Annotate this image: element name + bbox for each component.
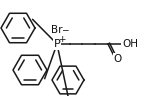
Text: P: P <box>54 39 60 49</box>
Text: Br: Br <box>51 25 63 35</box>
Text: +: + <box>58 34 65 43</box>
Text: O: O <box>114 54 122 64</box>
Text: OH: OH <box>122 39 138 49</box>
Text: −: − <box>61 26 69 34</box>
